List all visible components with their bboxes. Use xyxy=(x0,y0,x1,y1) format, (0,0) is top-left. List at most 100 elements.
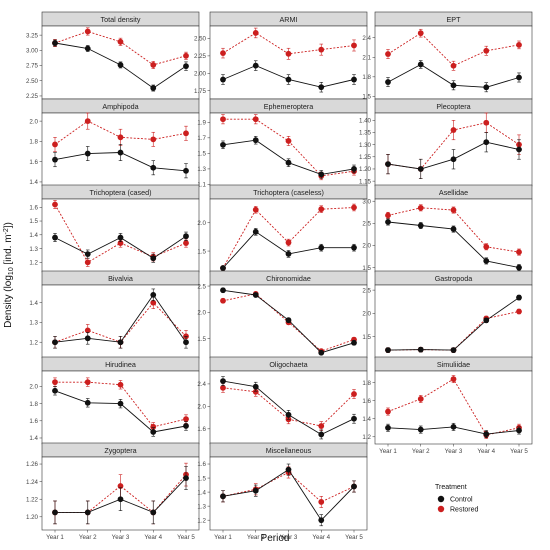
data-point-control xyxy=(252,487,259,494)
y-tick-label: 1.4 xyxy=(362,416,371,423)
y-tick-label: 2.4 xyxy=(197,381,206,388)
data-point-restored xyxy=(252,388,259,395)
data-point-control xyxy=(516,146,522,153)
y-tick-label: 1.8 xyxy=(29,401,38,408)
data-point-control xyxy=(483,317,490,324)
data-point-control xyxy=(220,76,226,83)
data-point-control xyxy=(385,161,391,168)
y-tick-label: 1.1 xyxy=(197,182,206,189)
y-tick-label: 1.2 xyxy=(197,517,206,524)
data-point-restored xyxy=(318,206,325,213)
data-point-control xyxy=(351,415,357,422)
data-point-restored xyxy=(450,62,457,69)
y-tick-label: 2.5 xyxy=(197,283,206,290)
data-point-control xyxy=(252,292,259,298)
legend-title: Treatment xyxy=(435,484,467,491)
data-point-control xyxy=(483,84,490,91)
data-point-control xyxy=(417,222,424,229)
x-tick-label: Year 4 xyxy=(312,534,330,541)
data-point-restored xyxy=(117,38,124,45)
series-control xyxy=(385,218,522,271)
data-point-restored xyxy=(183,416,189,422)
data-point-control xyxy=(150,164,157,171)
data-point-control xyxy=(385,79,391,85)
data-point-restored xyxy=(117,381,124,388)
data-point-restored xyxy=(52,141,58,148)
data-point-control xyxy=(183,339,189,346)
y-tick-label: 1.3 xyxy=(29,320,38,327)
data-point-control xyxy=(318,517,325,524)
legend-marker-restored xyxy=(437,505,445,513)
data-point-restored xyxy=(483,119,490,126)
panel-title: Amphipoda xyxy=(102,102,138,111)
panel-plot-area xyxy=(209,198,368,273)
y-tick-label: 1.4 xyxy=(29,435,38,442)
y-tick-label: 2.25 xyxy=(194,53,207,60)
panel-plot-area xyxy=(374,284,533,359)
data-point-control xyxy=(84,335,91,342)
data-point-restored xyxy=(220,384,226,391)
data-point-restored xyxy=(84,28,91,35)
data-point-control xyxy=(417,346,424,353)
panel-title: Miscellaneous xyxy=(266,446,312,455)
panel-title: Bivalvia xyxy=(108,274,133,283)
panel-title: Zygoptera xyxy=(104,446,136,455)
y-tick-label: 1.2 xyxy=(29,260,38,267)
data-point-control xyxy=(450,82,457,89)
data-point-restored xyxy=(252,116,259,123)
y-tick-label: 2.50 xyxy=(194,36,207,43)
series-control xyxy=(385,132,522,179)
data-point-control xyxy=(351,76,357,83)
series-restored xyxy=(385,28,522,71)
data-point-restored xyxy=(52,379,58,386)
data-point-restored xyxy=(84,259,91,266)
data-point-restored xyxy=(516,308,522,315)
panel-title: Total density xyxy=(101,15,141,24)
data-point-control xyxy=(385,347,391,353)
data-point-control xyxy=(220,141,226,148)
data-point-restored xyxy=(483,47,490,54)
data-point-control xyxy=(117,62,124,68)
series-control xyxy=(52,386,189,437)
legend-marker-control xyxy=(437,495,445,503)
y-tick-label: 2.5 xyxy=(362,287,371,294)
y-tick-label: 1.6 xyxy=(362,398,371,405)
x-tick-label: Year 2 xyxy=(247,534,265,541)
data-point-control xyxy=(117,149,124,156)
data-point-restored xyxy=(84,379,91,386)
panel-plot-area xyxy=(209,370,368,445)
series-control xyxy=(220,228,357,271)
data-point-control xyxy=(450,423,457,430)
data-point-control xyxy=(516,294,522,301)
data-point-control xyxy=(318,244,325,251)
x-tick-label: Year 2 xyxy=(79,534,97,541)
data-point-control xyxy=(183,63,189,70)
data-point-restored xyxy=(220,297,226,304)
data-point-control xyxy=(318,84,325,91)
y-tick-label: 1.25 xyxy=(359,154,372,161)
data-point-restored xyxy=(150,62,157,68)
data-point-control xyxy=(450,156,457,163)
y-tick-label: 1.75 xyxy=(194,88,207,95)
x-tick-label: Year 5 xyxy=(510,448,528,455)
y-tick-label: 1.5 xyxy=(29,218,38,225)
data-point-restored xyxy=(417,204,424,211)
data-point-control xyxy=(417,61,424,68)
y-tick-label: 1.8 xyxy=(362,380,371,387)
y-tick-label: 2.5 xyxy=(362,221,371,228)
data-point-control xyxy=(318,349,325,356)
data-point-control xyxy=(52,234,58,241)
data-point-control xyxy=(84,509,91,516)
x-axis-label: Period xyxy=(261,533,290,544)
panel-title: Gastropoda xyxy=(435,274,473,283)
panel-title: Hirudinea xyxy=(105,360,136,369)
y-tick-label: 1.3 xyxy=(197,503,206,510)
data-point-control xyxy=(52,40,58,46)
x-tick-label: Year 1 xyxy=(46,534,64,541)
data-point-control xyxy=(285,317,292,324)
y-axis-label: Density (log10 [ind. m-2]) xyxy=(3,222,15,328)
y-tick-label: 2.0 xyxy=(362,311,371,318)
data-point-restored xyxy=(318,499,325,505)
